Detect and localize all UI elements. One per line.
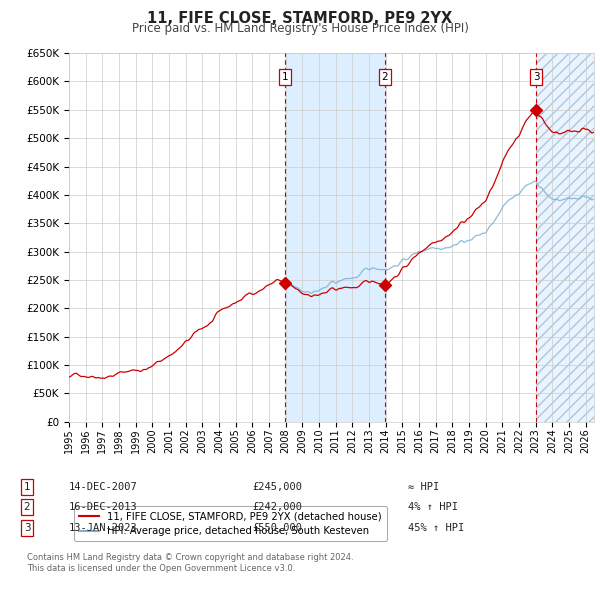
Text: 11, FIFE CLOSE, STAMFORD, PE9 2YX: 11, FIFE CLOSE, STAMFORD, PE9 2YX	[148, 11, 452, 25]
Text: 1: 1	[281, 72, 288, 82]
Text: 4% ↑ HPI: 4% ↑ HPI	[408, 503, 458, 512]
Legend: 11, FIFE CLOSE, STAMFORD, PE9 2YX (detached house), HPI: Average price, detached: 11, FIFE CLOSE, STAMFORD, PE9 2YX (detac…	[74, 506, 386, 541]
Text: 45% ↑ HPI: 45% ↑ HPI	[408, 523, 464, 533]
Bar	[536, 53, 594, 422]
Text: 1: 1	[23, 482, 31, 491]
Text: 16-DEC-2013: 16-DEC-2013	[69, 503, 138, 512]
Text: This data is licensed under the Open Government Licence v3.0.: This data is licensed under the Open Gov…	[27, 565, 295, 573]
Text: Contains HM Land Registry data © Crown copyright and database right 2024.: Contains HM Land Registry data © Crown c…	[27, 553, 353, 562]
Text: 3: 3	[533, 72, 539, 82]
Text: £245,000: £245,000	[252, 482, 302, 491]
Text: ≈ HPI: ≈ HPI	[408, 482, 439, 491]
Text: 2: 2	[382, 72, 388, 82]
Text: Price paid vs. HM Land Registry's House Price Index (HPI): Price paid vs. HM Land Registry's House …	[131, 22, 469, 35]
Text: 13-JAN-2023: 13-JAN-2023	[69, 523, 138, 533]
Bar	[285, 53, 385, 422]
Text: 3: 3	[23, 523, 31, 533]
Text: £242,000: £242,000	[252, 503, 302, 512]
Text: 14-DEC-2007: 14-DEC-2007	[69, 482, 138, 491]
Text: £550,000: £550,000	[252, 523, 302, 533]
Bar	[536, 53, 594, 422]
Text: 2: 2	[23, 503, 31, 512]
